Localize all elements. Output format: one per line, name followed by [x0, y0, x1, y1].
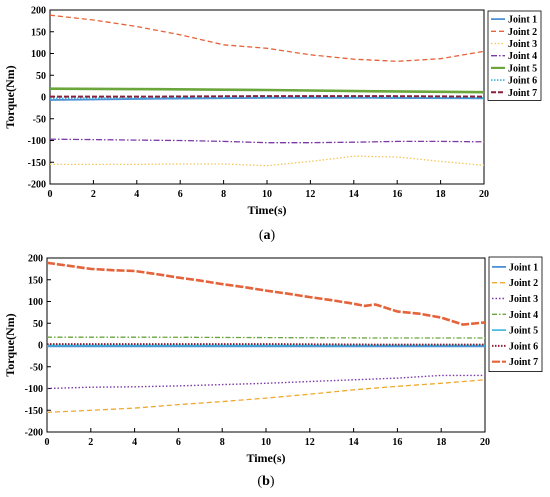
x-tick-label: 6 [176, 437, 181, 448]
x-tick-label: 6 [178, 189, 183, 200]
legend: Joint 1 Joint 2 Joint 3 Joint 4 Joint 5 Joint… [488, 256, 543, 372]
y-tick-label: 150 [31, 27, 46, 38]
series-line-joint-7 [47, 261, 485, 326]
legend-label: Joint 2 [509, 278, 538, 289]
legend-label: Joint 4 [509, 310, 538, 321]
x-tick-label: 10 [261, 437, 271, 448]
x-tick-label: 2 [91, 189, 96, 200]
x-tick-label: 16 [392, 189, 402, 200]
legend-label: Joint 6 [508, 76, 537, 87]
x-tick-label: 10 [262, 189, 272, 200]
legend-label: Joint 3 [509, 294, 538, 305]
x-tick-label: 2 [88, 437, 93, 448]
y-tick-label: 0 [38, 341, 43, 352]
series-lines [47, 261, 485, 414]
y-tick-label: 200 [31, 6, 46, 17]
y-tick-label: -200 [25, 428, 43, 439]
legend-label: Joint 4 [508, 51, 537, 62]
y-tick-label: -150 [28, 158, 46, 169]
y-tick-label: -200 [28, 180, 46, 191]
y-tick-label: 0 [41, 93, 46, 104]
y-tick-label: 200 [28, 254, 43, 265]
series-line-joint-3 [50, 155, 484, 167]
y-tick-label: 100 [31, 49, 46, 60]
series-line-joint-2 [47, 379, 485, 414]
legend-label: Joint 7 [508, 88, 537, 99]
series-line-joint-6 [50, 96, 484, 100]
legend-label: Joint 5 [508, 63, 537, 74]
legend-box [488, 256, 543, 372]
series-lines [50, 14, 484, 167]
y-axis-label: Torque(Nm) [3, 65, 17, 128]
series-line-joint-4 [47, 336, 485, 339]
panel-caption: (a) [259, 228, 276, 243]
y-axis-label: Torque(Nm) [3, 313, 17, 376]
legend-label: Joint 1 [509, 262, 538, 273]
x-tick-label: 12 [305, 437, 315, 448]
series-line-joint-1 [50, 97, 484, 101]
x-tick-label: 8 [221, 189, 226, 200]
x-tick-label: 18 [436, 189, 446, 200]
legend-label: Joint 6 [509, 341, 538, 352]
y-tick-label: 100 [28, 297, 43, 308]
y-tick-label: -100 [25, 384, 43, 395]
y-tick-label: -50 [30, 362, 43, 373]
y-tick-label: 50 [33, 319, 43, 330]
legend-label: Joint 3 [508, 39, 537, 50]
series-line-joint-3 [47, 374, 485, 390]
series-line-joint-7 [50, 95, 484, 98]
series-line-joint-6 [47, 343, 485, 346]
y-tick-label: -150 [25, 406, 43, 417]
x-tick-label: 16 [392, 437, 402, 448]
x-tick-label: 4 [132, 437, 137, 448]
x-tick-label: 8 [220, 437, 225, 448]
x-axis-label: Time(s) [247, 203, 286, 217]
x-tick-label: 18 [436, 437, 446, 448]
y-tick-label: -50 [33, 114, 46, 125]
y-tick-label: 50 [36, 71, 46, 82]
panel-caption: (b) [257, 474, 274, 489]
x-tick-label: 14 [349, 437, 359, 448]
y-tick-label: -100 [28, 136, 46, 147]
legend-label: Joint 5 [509, 326, 538, 337]
x-axis-label: Time(s) [246, 451, 285, 465]
series-line-joint-5 [50, 87, 484, 94]
x-tick-label: 0 [45, 437, 50, 448]
x-tick-label: 0 [48, 189, 53, 200]
x-tick-label: 4 [134, 189, 139, 200]
series-line-joint-4 [50, 138, 484, 144]
legend-label: Joint 2 [508, 27, 537, 38]
x-tick-label: 20 [479, 189, 489, 200]
legend-label: Joint 7 [509, 357, 538, 368]
x-tick-label: 12 [305, 189, 315, 200]
legend-label: Joint 1 [508, 15, 537, 26]
x-tick-label: 14 [349, 189, 359, 200]
x-tick-label: 20 [480, 437, 490, 448]
series-line-joint-2 [50, 14, 484, 62]
y-tick-label: 150 [28, 275, 43, 286]
